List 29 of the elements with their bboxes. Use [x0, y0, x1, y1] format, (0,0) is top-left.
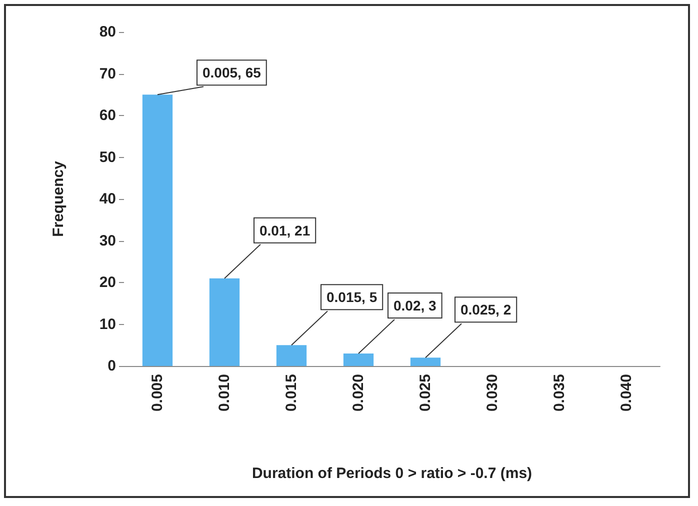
bar	[343, 353, 374, 366]
bar	[276, 345, 307, 366]
y-tick-label: 70	[99, 65, 116, 82]
x-tick-label: 0.010	[216, 374, 233, 412]
x-tick-label: 0.020	[350, 374, 367, 412]
bar	[209, 278, 240, 366]
bar	[142, 94, 173, 366]
y-tick-label: 10	[99, 316, 116, 333]
bar	[410, 358, 441, 366]
y-tick-label: 20	[99, 274, 116, 291]
annotation: 0.01, 21	[260, 222, 310, 238]
y-tick-label: 50	[99, 148, 116, 166]
annotation: 0.025, 2	[460, 302, 512, 318]
y-tick-label: 60	[99, 107, 116, 124]
x-tick-label: 0.030	[484, 374, 501, 412]
x-tick-label: 0.025	[417, 374, 434, 412]
y-tick-label: 40	[99, 190, 116, 208]
y-tick-label: 80	[99, 24, 116, 40]
annotation: 0.005, 65	[202, 64, 262, 81]
x-axis-title: Duration of Periods 0 > ratio > -0.7 (ms)	[252, 465, 532, 482]
x-tick-label: 0.040	[618, 374, 635, 412]
y-tick-label: 30	[99, 232, 116, 250]
x-tick-label: 0.015	[283, 374, 300, 412]
x-tick-label: 0.035	[551, 374, 568, 412]
y-tick-label: 0	[108, 358, 116, 374]
y-axis-title: Frequency	[50, 160, 67, 237]
x-tick-label: 0.005	[149, 374, 166, 412]
annotation: 0.015, 5	[326, 289, 378, 306]
annotation: 0.02, 3	[394, 297, 437, 314]
